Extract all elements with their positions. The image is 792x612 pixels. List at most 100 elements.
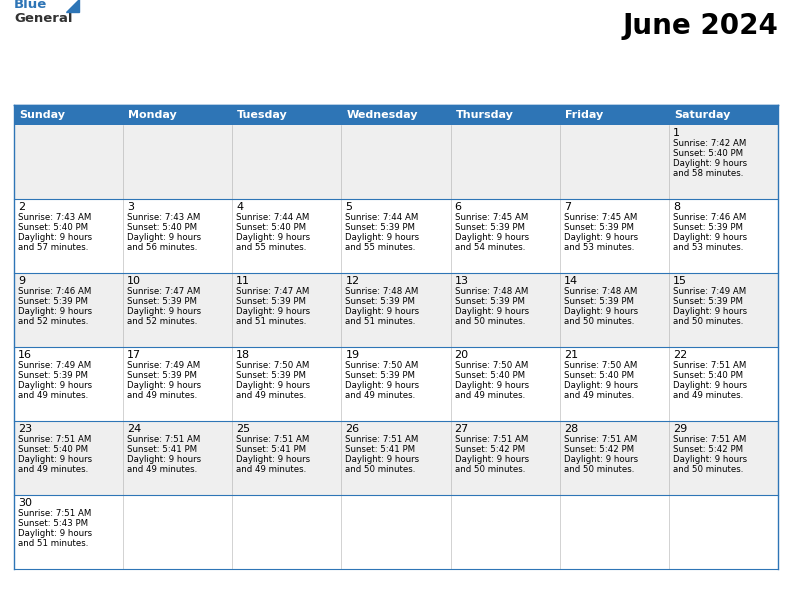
Text: and 50 minutes.: and 50 minutes. [564,465,634,474]
Text: and 49 minutes.: and 49 minutes. [236,465,307,474]
Text: Sunset: 5:39 PM: Sunset: 5:39 PM [673,297,743,306]
Text: and 57 minutes.: and 57 minutes. [18,243,89,252]
Text: and 50 minutes.: and 50 minutes. [564,317,634,326]
Text: Sunrise: 7:48 AM: Sunrise: 7:48 AM [564,287,637,296]
Text: 5: 5 [345,202,352,212]
Text: 14: 14 [564,276,578,286]
Bar [341,105,451,125]
Text: Sunset: 5:40 PM: Sunset: 5:40 PM [18,223,88,232]
Text: 27: 27 [455,424,469,434]
Text: and 56 minutes.: and 56 minutes. [128,243,197,252]
Text: 25: 25 [236,424,250,434]
Text: 3: 3 [128,202,134,212]
Bar [14,421,778,495]
Text: 4: 4 [236,202,243,212]
Text: Sunset: 5:39 PM: Sunset: 5:39 PM [128,297,197,306]
Text: Sunrise: 7:51 AM: Sunrise: 7:51 AM [673,361,746,370]
Text: 8: 8 [673,202,680,212]
Text: Friday: Friday [565,110,603,120]
Text: Daylight: 9 hours: Daylight: 9 hours [564,233,638,242]
Text: and 51 minutes.: and 51 minutes. [236,317,307,326]
Text: Daylight: 9 hours: Daylight: 9 hours [673,455,747,464]
Text: Sunset: 5:39 PM: Sunset: 5:39 PM [345,223,416,232]
Text: Daylight: 9 hours: Daylight: 9 hours [564,455,638,464]
Text: Sunrise: 7:47 AM: Sunrise: 7:47 AM [236,287,310,296]
Text: Sunset: 5:39 PM: Sunset: 5:39 PM [455,223,524,232]
Text: Sunset: 5:40 PM: Sunset: 5:40 PM [18,445,88,454]
Text: Sunset: 5:39 PM: Sunset: 5:39 PM [18,371,88,380]
Text: Daylight: 9 hours: Daylight: 9 hours [455,307,529,316]
Text: Sunrise: 7:44 AM: Sunrise: 7:44 AM [345,213,419,222]
Text: Daylight: 9 hours: Daylight: 9 hours [564,381,638,390]
Text: Daylight: 9 hours: Daylight: 9 hours [455,233,529,242]
Text: Sunrise: 7:43 AM: Sunrise: 7:43 AM [128,213,200,222]
Text: Daylight: 9 hours: Daylight: 9 hours [455,455,529,464]
Text: Sunday: Sunday [19,110,65,120]
Polygon shape [66,0,79,12]
Text: and 49 minutes.: and 49 minutes. [236,391,307,400]
Text: Sunrise: 7:50 AM: Sunrise: 7:50 AM [236,361,310,370]
Text: 16: 16 [18,350,32,360]
Text: Sunrise: 7:51 AM: Sunrise: 7:51 AM [345,435,419,444]
Text: Sunrise: 7:48 AM: Sunrise: 7:48 AM [455,287,528,296]
Text: Sunrise: 7:50 AM: Sunrise: 7:50 AM [345,361,419,370]
Text: 29: 29 [673,424,687,434]
Text: Sunset: 5:40 PM: Sunset: 5:40 PM [455,371,524,380]
Text: Sunset: 5:41 PM: Sunset: 5:41 PM [236,445,307,454]
Text: Sunset: 5:42 PM: Sunset: 5:42 PM [673,445,743,454]
Text: Daylight: 9 hours: Daylight: 9 hours [18,233,92,242]
Text: and 52 minutes.: and 52 minutes. [128,317,197,326]
Text: Daylight: 9 hours: Daylight: 9 hours [345,455,420,464]
Text: 21: 21 [564,350,578,360]
Text: 20: 20 [455,350,469,360]
Bar [14,495,778,569]
Text: Sunrise: 7:46 AM: Sunrise: 7:46 AM [18,287,91,296]
Text: and 53 minutes.: and 53 minutes. [673,243,743,252]
Text: and 55 minutes.: and 55 minutes. [345,243,416,252]
Text: 1: 1 [673,128,680,138]
Text: and 55 minutes.: and 55 minutes. [236,243,307,252]
Text: and 50 minutes.: and 50 minutes. [345,465,416,474]
Text: Daylight: 9 hours: Daylight: 9 hours [455,381,529,390]
Bar [14,199,778,273]
Text: and 49 minutes.: and 49 minutes. [128,465,197,474]
Text: 23: 23 [18,424,32,434]
Text: 17: 17 [128,350,141,360]
Text: Blue: Blue [14,0,48,11]
Text: and 51 minutes.: and 51 minutes. [345,317,416,326]
Text: 10: 10 [128,276,141,286]
Bar [451,105,560,125]
Bar [14,347,778,421]
Text: Sunset: 5:39 PM: Sunset: 5:39 PM [236,371,307,380]
Text: and 54 minutes.: and 54 minutes. [455,243,525,252]
Text: Tuesday: Tuesday [238,110,288,120]
Text: Daylight: 9 hours: Daylight: 9 hours [128,307,201,316]
Text: Sunrise: 7:49 AM: Sunrise: 7:49 AM [673,287,746,296]
Text: and 50 minutes.: and 50 minutes. [673,465,743,474]
Text: 2: 2 [18,202,25,212]
Bar [560,105,669,125]
Text: Sunrise: 7:51 AM: Sunrise: 7:51 AM [236,435,310,444]
Text: 13: 13 [455,276,469,286]
Text: Sunset: 5:41 PM: Sunset: 5:41 PM [128,445,197,454]
Text: and 53 minutes.: and 53 minutes. [564,243,634,252]
Bar [14,125,778,199]
Text: and 50 minutes.: and 50 minutes. [673,317,743,326]
Text: Daylight: 9 hours: Daylight: 9 hours [18,307,92,316]
Text: Sunrise: 7:45 AM: Sunrise: 7:45 AM [455,213,528,222]
Text: and 50 minutes.: and 50 minutes. [455,317,525,326]
Text: Daylight: 9 hours: Daylight: 9 hours [236,307,310,316]
Text: Sunset: 5:40 PM: Sunset: 5:40 PM [236,223,307,232]
Text: and 51 minutes.: and 51 minutes. [18,539,89,548]
Text: Sunrise: 7:43 AM: Sunrise: 7:43 AM [18,213,91,222]
Bar [123,105,232,125]
Text: Monday: Monday [128,110,177,120]
Text: and 52 minutes.: and 52 minutes. [18,317,89,326]
Text: Sunrise: 7:51 AM: Sunrise: 7:51 AM [564,435,637,444]
Text: General: General [14,12,73,25]
Text: Sunrise: 7:46 AM: Sunrise: 7:46 AM [673,213,746,222]
Text: and 49 minutes.: and 49 minutes. [345,391,416,400]
Text: Sunrise: 7:51 AM: Sunrise: 7:51 AM [18,435,91,444]
Text: 22: 22 [673,350,687,360]
Text: Daylight: 9 hours: Daylight: 9 hours [345,233,420,242]
